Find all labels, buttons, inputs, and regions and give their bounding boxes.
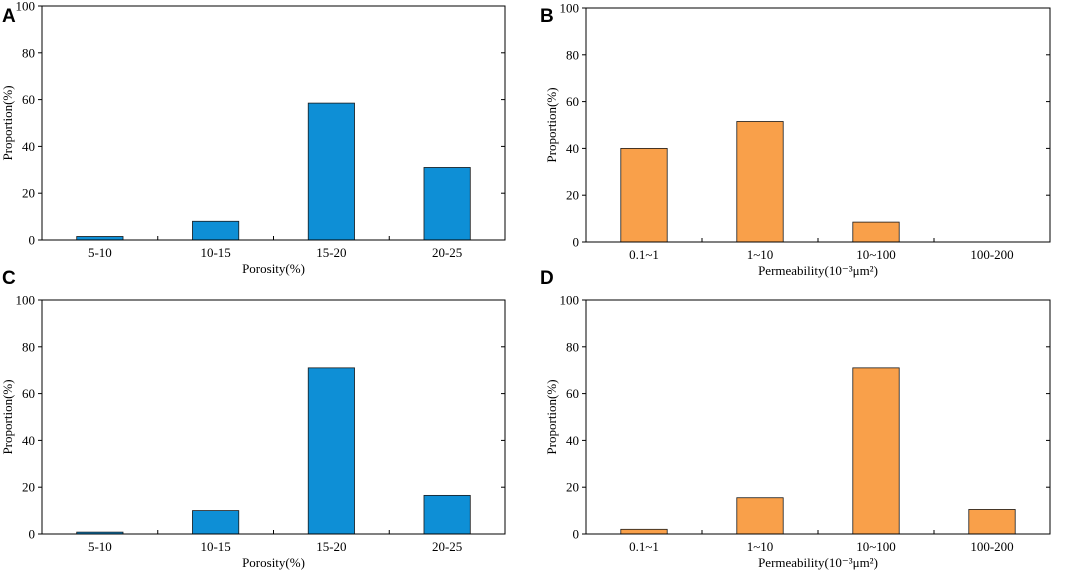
y-tick-label: 0 bbox=[29, 527, 36, 542]
x-tick-label: 5-10 bbox=[88, 245, 112, 260]
x-tick-label: 15-20 bbox=[316, 539, 346, 554]
x-tick-label: 10-15 bbox=[200, 245, 230, 260]
chart-panel-a: A 0 20 40 60 80 100 5-10 10-15 15-20 20-25 Porosity… bbox=[0, 0, 506, 276]
panel-letter: A bbox=[2, 6, 16, 27]
y-tick-label: 80 bbox=[566, 339, 579, 354]
y-tick-label: 20 bbox=[566, 188, 579, 203]
x-tick-label: 0.1~1 bbox=[629, 539, 659, 554]
panel-letter: C bbox=[2, 268, 16, 289]
x-tick-label: 20-25 bbox=[432, 245, 462, 260]
bar bbox=[192, 220, 240, 241]
bar bbox=[307, 102, 355, 241]
y-tick-label: 0 bbox=[573, 235, 580, 250]
bar bbox=[852, 367, 900, 535]
bar bbox=[620, 528, 668, 535]
y-tick-label: 0 bbox=[573, 527, 580, 542]
y-axis-title: Proportion(%) bbox=[0, 85, 15, 160]
x-tick-label: 100-200 bbox=[970, 247, 1013, 262]
y-axis-title: Proportion(%) bbox=[544, 87, 559, 162]
chart-panel-c: C 0 20 40 60 80 100 5-10 10-15 15-20 20-25 Porosity… bbox=[0, 268, 506, 570]
bar bbox=[76, 236, 124, 241]
y-tick-label: 20 bbox=[22, 186, 35, 201]
chart-panel-b: B 0 20 40 60 80 100 0.1~1 1~10 10~100 100-200 Perme… bbox=[540, 1, 1051, 278]
x-tick-label: 1~10 bbox=[747, 247, 774, 262]
y-tick-label: 100 bbox=[560, 293, 580, 308]
bar bbox=[968, 509, 1016, 535]
bar bbox=[620, 147, 668, 243]
bar bbox=[423, 494, 471, 535]
y-tick-label: 60 bbox=[22, 92, 35, 107]
y-tick-label: 100 bbox=[16, 293, 36, 308]
x-tick-label: 15-20 bbox=[316, 245, 346, 260]
bar bbox=[423, 167, 471, 241]
bar bbox=[307, 367, 355, 535]
bar bbox=[192, 510, 240, 535]
x-axis-title: Porosity(%) bbox=[242, 555, 305, 570]
bar bbox=[736, 497, 784, 535]
x-tick-label: 10-15 bbox=[200, 539, 230, 554]
plot-frame bbox=[585, 299, 1051, 535]
y-tick-label: 60 bbox=[22, 386, 35, 401]
bar bbox=[736, 121, 784, 243]
bar bbox=[852, 221, 900, 243]
y-tick-label: 60 bbox=[566, 386, 579, 401]
x-tick-label: 20-25 bbox=[432, 539, 462, 554]
panel-letter: B bbox=[540, 6, 554, 27]
y-axis-title: Proportion(%) bbox=[0, 379, 15, 454]
chart-panel-d: D 0 20 40 60 80 100 0.1~1 1~10 10~100 100-200 Perme… bbox=[540, 268, 1051, 570]
x-axis-title: Porosity(%) bbox=[242, 261, 305, 276]
y-tick-label: 40 bbox=[566, 141, 579, 156]
x-axis-title: Permeability(10⁻³μm²) bbox=[758, 263, 878, 278]
panel-letter: D bbox=[540, 268, 554, 289]
y-tick-label: 80 bbox=[22, 339, 35, 354]
x-tick-label: 10~100 bbox=[856, 539, 896, 554]
y-tick-label: 80 bbox=[22, 45, 35, 60]
y-tick-label: 20 bbox=[22, 480, 35, 495]
x-tick-label: 10~100 bbox=[856, 247, 896, 262]
y-tick-label: 40 bbox=[22, 139, 35, 154]
y-tick-label: 20 bbox=[566, 480, 579, 495]
y-tick-label: 100 bbox=[16, 0, 36, 14]
y-tick-label: 40 bbox=[566, 433, 579, 448]
y-tick-label: 60 bbox=[566, 94, 579, 109]
y-tick-label: 80 bbox=[566, 47, 579, 62]
y-axis-title: Proportion(%) bbox=[544, 379, 559, 454]
x-axis-title: Permeability(10⁻³μm²) bbox=[758, 555, 878, 570]
y-tick-label: 100 bbox=[560, 1, 580, 16]
y-tick-label: 0 bbox=[29, 233, 36, 248]
y-tick-label: 40 bbox=[22, 433, 35, 448]
x-tick-label: 5-10 bbox=[88, 539, 112, 554]
x-tick-label: 0.1~1 bbox=[629, 247, 659, 262]
x-tick-label: 1~10 bbox=[747, 539, 774, 554]
x-tick-label: 100-200 bbox=[970, 539, 1013, 554]
